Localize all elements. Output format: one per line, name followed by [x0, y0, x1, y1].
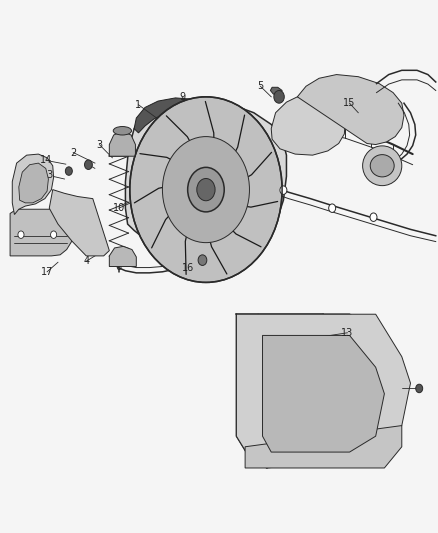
- Circle shape: [18, 231, 24, 238]
- Text: 7: 7: [203, 184, 209, 195]
- Circle shape: [198, 255, 207, 265]
- Polygon shape: [262, 335, 385, 452]
- Circle shape: [50, 231, 57, 238]
- Text: 1: 1: [135, 100, 141, 110]
- Text: 6: 6: [116, 262, 122, 271]
- Circle shape: [162, 136, 250, 243]
- Polygon shape: [245, 425, 402, 468]
- Text: 9: 9: [179, 92, 185, 102]
- Circle shape: [280, 186, 287, 195]
- Text: 17: 17: [41, 267, 53, 277]
- Text: 4: 4: [83, 256, 89, 266]
- Circle shape: [197, 179, 215, 201]
- Ellipse shape: [113, 126, 131, 135]
- Text: 2: 2: [70, 148, 76, 158]
- Text: 16: 16: [182, 263, 194, 272]
- Polygon shape: [125, 100, 286, 253]
- Circle shape: [65, 167, 72, 175]
- Polygon shape: [271, 97, 345, 155]
- Polygon shape: [49, 190, 110, 256]
- Polygon shape: [237, 314, 410, 468]
- Circle shape: [85, 160, 92, 169]
- Text: 3: 3: [96, 140, 102, 150]
- Text: 13: 13: [42, 171, 54, 180]
- Polygon shape: [270, 87, 282, 94]
- Polygon shape: [10, 209, 72, 256]
- Polygon shape: [134, 98, 199, 133]
- Circle shape: [328, 204, 336, 213]
- Ellipse shape: [363, 146, 402, 185]
- Text: 5: 5: [257, 81, 264, 91]
- Polygon shape: [110, 131, 135, 156]
- Text: 14: 14: [40, 156, 53, 165]
- Ellipse shape: [370, 155, 394, 177]
- Circle shape: [130, 97, 282, 282]
- Polygon shape: [12, 154, 53, 215]
- Text: 10: 10: [113, 203, 125, 213]
- Circle shape: [416, 384, 423, 393]
- Text: 13: 13: [341, 328, 353, 338]
- Polygon shape: [110, 246, 136, 266]
- Circle shape: [274, 91, 284, 103]
- Circle shape: [187, 167, 224, 212]
- Circle shape: [370, 213, 377, 221]
- Polygon shape: [19, 163, 48, 203]
- Polygon shape: [297, 75, 404, 144]
- Text: 15: 15: [343, 98, 356, 108]
